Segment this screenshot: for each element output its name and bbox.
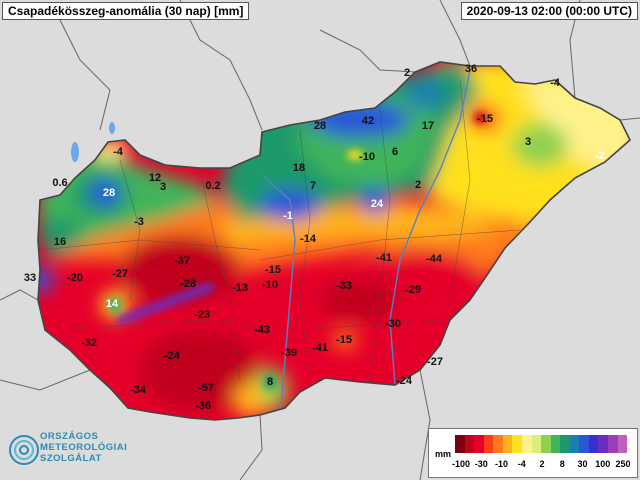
station-value: -20: [67, 272, 83, 284]
station-value: 3: [159, 181, 167, 193]
station-value: -2: [595, 150, 605, 162]
legend-tick-label: 250: [615, 459, 631, 469]
legend-tick-label: -100: [451, 459, 471, 469]
station-value: -4: [550, 77, 560, 89]
station-value: -34: [130, 384, 146, 396]
station-value: -13: [232, 282, 248, 294]
station-value: -33: [336, 280, 352, 292]
station-value: 18: [292, 162, 306, 174]
legend-swatch: [483, 435, 494, 453]
map-title: Csapadékösszeg-anomália (30 nap) [mm]: [2, 2, 250, 20]
legend-swatch: [588, 435, 599, 453]
station-value: 2: [403, 67, 411, 79]
station-value: 2: [414, 179, 422, 191]
logo-line: METEOROLÓGIAI: [40, 442, 128, 453]
station-value: 36: [464, 63, 478, 75]
legend-swatch: [560, 435, 570, 453]
station-value: -27: [427, 356, 443, 368]
legend-swatch: [512, 435, 522, 453]
legend-swatch: [502, 435, 513, 453]
station-value: -10: [359, 151, 375, 163]
omsz-logo-icon: [9, 435, 39, 465]
legend-swatch: [598, 435, 608, 453]
station-value: 3: [524, 136, 532, 148]
station-value: -29: [405, 284, 421, 296]
station-value: 8: [266, 376, 274, 388]
legend-swatch: [464, 435, 475, 453]
station-value: -1: [283, 210, 293, 222]
country-border: [37, 61, 631, 421]
station-value: 6: [391, 146, 399, 158]
legend-swatch: [569, 435, 580, 453]
station-value: -14: [300, 233, 316, 245]
station-value: 0.2: [205, 180, 221, 192]
color-legend: mm -100 -30 -10 -4 2 8 30 100 250: [428, 428, 638, 478]
legend-swatch: [474, 435, 484, 453]
legend-colorbar: [455, 435, 628, 453]
station-value: -28: [180, 278, 196, 290]
legend-swatch: [531, 435, 542, 453]
station-value: -41: [312, 342, 328, 354]
station-value: -44: [426, 253, 442, 265]
legend-swatch: [617, 435, 628, 453]
station-value: -15: [265, 264, 281, 276]
station-value: -37: [174, 255, 190, 267]
station-value: 24: [370, 198, 384, 210]
station-value: -24: [164, 350, 180, 362]
station-value: -32: [81, 337, 97, 349]
station-value: -10: [262, 279, 278, 291]
legend-swatch: [521, 435, 532, 453]
legend-swatch: [608, 435, 618, 453]
station-value: -15: [336, 334, 352, 346]
station-value: -41: [376, 252, 392, 264]
station-value: -15: [477, 113, 493, 125]
station-value: 17: [421, 120, 435, 132]
logo-line: ORSZÁGOS: [40, 431, 99, 442]
station-value: 12: [148, 172, 162, 184]
station-value: 28: [313, 120, 327, 132]
legend-tick-label: -10: [494, 459, 509, 469]
legend-tick-label: 8: [559, 459, 565, 469]
station-value: 7: [309, 180, 317, 192]
legend-tick-label: 100: [595, 459, 611, 469]
station-value: -57: [198, 382, 214, 394]
lake: [109, 122, 115, 134]
station-value: -39: [281, 347, 297, 359]
station-value: 42: [361, 115, 375, 127]
station-value: -27: [112, 268, 128, 280]
map-timestamp: 2020-09-13 02:00 (00:00 UTC): [460, 2, 638, 20]
legend-swatch: [579, 435, 589, 453]
station-value: -3: [134, 216, 144, 228]
station-value: 14: [105, 298, 119, 310]
station-value: 16: [53, 236, 67, 248]
legend-tick-label: 2: [539, 459, 545, 469]
station-value: 33: [23, 272, 37, 284]
station-value: -36: [195, 400, 211, 412]
lake: [71, 142, 79, 162]
station-value: -43: [254, 324, 270, 336]
legend-tick-label: -4: [517, 459, 526, 469]
legend-labels: -100 -30 -10 -4 2 8 30 100 250: [451, 459, 633, 471]
logo-text: ORSZÁGOS METEOROLÓGIAI SZOLGÁLAT: [40, 431, 127, 464]
station-value: -4: [113, 146, 123, 158]
station-value: -30: [385, 318, 401, 330]
logo-line: SZOLGÁLAT: [40, 453, 102, 464]
legend-tick-label: -30: [474, 459, 488, 469]
legend-swatch: [455, 435, 465, 453]
station-value: -24: [396, 375, 412, 387]
station-value: 0.6: [52, 177, 68, 189]
legend-swatch: [550, 435, 561, 453]
legend-tick-label: 30: [577, 459, 588, 469]
legend-swatch: [493, 435, 503, 453]
station-value: 28: [102, 187, 116, 199]
station-value: -23: [194, 309, 210, 321]
legend-swatch: [541, 435, 551, 453]
legend-unit: mm: [435, 449, 452, 459]
